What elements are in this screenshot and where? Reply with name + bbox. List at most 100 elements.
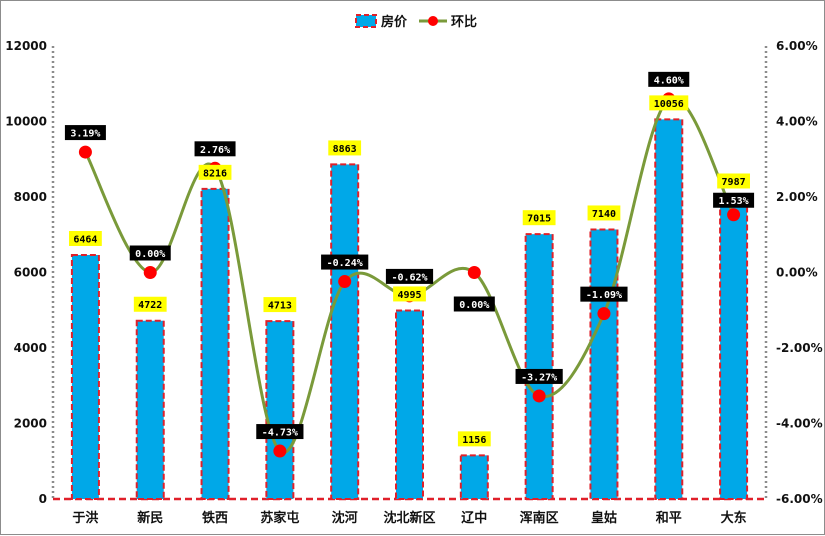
line-label-text: -0.24% — [327, 258, 363, 269]
bar-label-text: 7140 — [592, 209, 616, 220]
bar-label: 7987 — [717, 173, 750, 189]
line-label-bg — [580, 286, 628, 302]
line-label-text: -4.73% — [262, 428, 298, 439]
line-label-text: 2.76% — [200, 145, 230, 156]
category-label: 皇姑 — [591, 510, 617, 526]
line-label-bg — [256, 424, 304, 440]
bar — [135, 319, 165, 500]
left-tick-label: 12000 — [5, 39, 47, 53]
bar-label-bg — [263, 297, 297, 313]
bar-label-text: 6464 — [73, 234, 97, 245]
line-marker — [273, 444, 287, 458]
line-label: -3.27% — [515, 368, 563, 384]
bar-label-text: 4713 — [268, 301, 292, 312]
line-path — [84, 95, 735, 455]
bar-label-text: 8863 — [333, 144, 357, 155]
line-label-bg — [453, 296, 495, 312]
bar-label: 6464 — [69, 230, 102, 246]
category-label: 浑南区 — [520, 510, 559, 526]
line-marker — [597, 307, 611, 321]
bar-label-bg — [522, 210, 556, 226]
legend-line-label: 环比 — [451, 14, 477, 30]
bar-label-bg — [457, 431, 491, 447]
legend-line-marker — [428, 16, 438, 26]
category-label: 和平 — [656, 510, 682, 526]
line-label: 0.00% — [129, 245, 171, 261]
category-labels: 于洪 新民 铁西 苏家屯 沈河 沈北新区 辽中 浑南区 皇姑 和平 大东 — [72, 510, 746, 526]
line-label-bg — [648, 71, 690, 87]
category-label: 苏家屯 — [260, 510, 299, 526]
category-label: 铁西 — [201, 510, 228, 526]
line-label-text: -0.62% — [391, 272, 427, 283]
left-tick-label: 6000 — [14, 266, 47, 280]
line-label-text: -3.27% — [521, 372, 557, 383]
left-tick-label: 2000 — [14, 417, 47, 431]
line-label: -4.73% — [256, 424, 304, 440]
bar — [395, 309, 424, 500]
right-tick-label: -2.00% — [776, 341, 823, 355]
bar-label-bg — [587, 205, 621, 221]
line-label-bg — [64, 125, 106, 141]
line-label-bg — [713, 192, 755, 208]
bar-label-bg — [198, 164, 232, 180]
right-axis-ticks: -6.00% -4.00% -2.00% 0.00% 2.00% 4.00% 6.00% — [776, 39, 823, 506]
line-label: 2.76% — [194, 141, 236, 157]
bar-data-labels: 6464 4722 8216 4713 8863 4995 1156 7015 7140 1005… — [69, 95, 750, 447]
category-label: 沈河 — [332, 510, 358, 526]
bar-label: 1156 — [457, 431, 491, 447]
bar — [70, 253, 100, 500]
line-label-text: 3.19% — [70, 129, 100, 140]
bar-label: 7015 — [522, 210, 556, 226]
left-axis-ticks: 0 2000 4000 6000 8000 10000 12000 — [5, 39, 47, 506]
line-data-labels: 3.19% 0.00% 2.76% -4.73% -0.24% -0.62% 0.00% -3… — [64, 71, 755, 440]
right-tick-label: -6.00% — [776, 492, 823, 506]
line-marker — [532, 389, 546, 403]
left-tick-label: 8000 — [14, 190, 47, 204]
category-label: 大东 — [721, 510, 747, 526]
line-label-bg — [385, 268, 434, 284]
bar-label: 10056 — [649, 95, 689, 111]
line-label-text: 0.00% — [459, 300, 489, 311]
bar — [200, 187, 230, 500]
bar — [330, 163, 360, 500]
line-marker — [727, 208, 741, 222]
bar-label: 4722 — [133, 296, 167, 312]
category-label: 辽中 — [461, 510, 487, 526]
bar — [459, 454, 489, 500]
right-tick-label: 2.00% — [776, 190, 818, 204]
line-marker — [78, 145, 92, 159]
bar-label-bg — [133, 296, 167, 312]
bar — [524, 233, 554, 500]
legend-bar-swatch — [355, 14, 377, 28]
line-label-text: 0.00% — [135, 249, 165, 260]
line-label: 1.53% — [713, 192, 755, 208]
left-tick-label: 0 — [39, 492, 47, 506]
category-label: 沈北新区 — [383, 510, 435, 526]
bar — [654, 118, 684, 501]
bar — [589, 228, 619, 500]
bar-label-bg — [649, 95, 689, 111]
line-label: 4.60% — [648, 71, 690, 87]
line-label-text: -1.09% — [586, 290, 622, 301]
bars — [70, 118, 749, 501]
line-marker — [467, 266, 481, 279]
bar-label: 8863 — [328, 140, 362, 156]
line-label-text: 4.60% — [654, 75, 684, 86]
line-marker — [338, 275, 352, 289]
line-label-bg — [129, 245, 171, 261]
bar-label-text: 7987 — [722, 177, 746, 188]
left-tick-label: 4000 — [14, 341, 47, 355]
bar-label-bg — [717, 173, 750, 189]
right-tick-label: 0.00% — [776, 266, 818, 280]
right-tick-label: -4.00% — [776, 417, 823, 431]
bar — [265, 320, 295, 501]
left-tick-label: 10000 — [5, 115, 47, 129]
legend-bar-label: 房价 — [381, 14, 408, 30]
legend: 房价 环比 — [355, 14, 477, 30]
right-tick-label: 4.00% — [776, 115, 818, 129]
bar-label: 4713 — [263, 297, 297, 313]
line-label-bg — [321, 254, 369, 270]
bar-label-bg — [328, 140, 362, 156]
line-label: 0.00% — [453, 296, 495, 312]
